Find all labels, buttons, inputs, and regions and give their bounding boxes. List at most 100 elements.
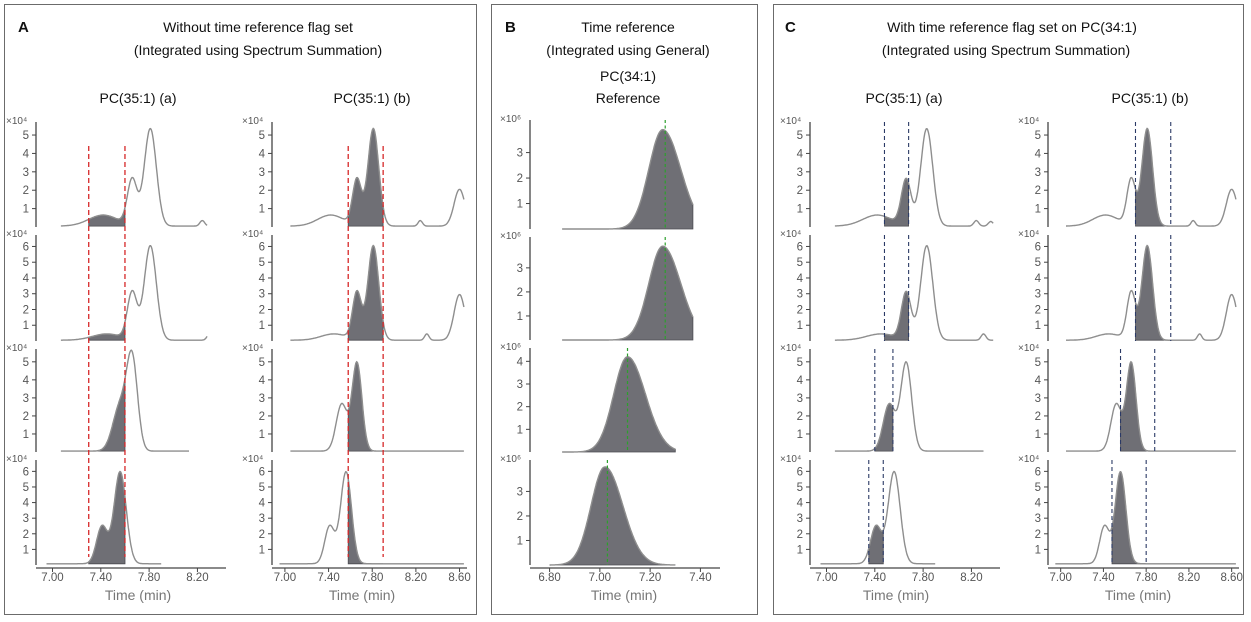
y-tick-label: 6 (1035, 241, 1041, 253)
y-exponent-label: ×10⁴ (6, 343, 27, 354)
y-tick-label: 1 (517, 311, 523, 323)
integrated-area (347, 128, 384, 227)
y-exponent-label: ×10⁶ (500, 231, 521, 242)
panel-a-subtitle: (Integrated using Spectrum Summation) (134, 42, 382, 58)
column-title-c-a: PC(35:1) (a) (865, 90, 942, 106)
y-tick-label: 2 (517, 402, 523, 414)
y-tick-label: 5 (23, 257, 29, 269)
y-tick-label: 1 (797, 204, 803, 216)
chromatogram-trace (1055, 470, 1236, 565)
y-tick-label: 4 (23, 148, 30, 160)
integrated-area (88, 321, 126, 341)
y-tick-label: 1 (1035, 204, 1041, 216)
y-tick-label: 3 (1035, 167, 1041, 179)
y-tick-label: 5 (797, 257, 803, 269)
y-tick-label: 1 (259, 429, 265, 441)
chromatogram-trace (834, 244, 994, 341)
y-tick-label: 4 (259, 148, 266, 160)
y-exponent-label: ×10⁴ (242, 454, 263, 465)
y-tick-label: 1 (23, 320, 29, 332)
y-tick-label: 2 (797, 185, 803, 197)
y-exponent-label: ×10⁶ (500, 342, 521, 353)
y-tick-label: 3 (259, 167, 265, 179)
x-tick-label: 7.20 (639, 572, 661, 584)
x-tick-label: 6.80 (538, 572, 560, 584)
chromatogram-trace (834, 360, 984, 452)
x-axis-label-c-a: Time (min) (863, 587, 929, 603)
x-tick-label: 8.20 (960, 572, 982, 584)
y-tick-label: 4 (23, 375, 30, 387)
chromatogram-a-0-row-1: ×10⁴ 1 2 3 4 5 (6, 116, 208, 227)
y-tick-label: 5 (1035, 257, 1041, 269)
x-tick-label: 8.60 (448, 572, 470, 584)
y-tick-label: 1 (259, 544, 265, 556)
y-exponent-label: ×10⁴ (242, 116, 263, 127)
y-tick-label: 1 (1035, 320, 1041, 332)
chromatogram-plots: ×10⁴12345×10⁴123456×10⁴12345×10⁴1234567.… (6, 114, 1243, 584)
x-tick-label: 7.80 (1135, 572, 1157, 584)
panel-b-frame (491, 4, 758, 615)
integrated-area (884, 290, 909, 341)
y-tick-label: 2 (23, 304, 29, 316)
x-tick-label: 8.20 (405, 572, 427, 584)
y-tick-label: 5 (1035, 130, 1041, 142)
y-exponent-label: ×10⁴ (6, 229, 27, 240)
y-exponent-label: ×10⁴ (780, 343, 801, 354)
panel-b-title: Time reference (581, 19, 675, 35)
panel-a-title: Without time reference flag set (163, 19, 353, 35)
column-title-b: PC(34:1) (600, 68, 656, 84)
x-tick-label: 8.20 (1178, 572, 1200, 584)
y-tick-label: 2 (259, 185, 265, 197)
panel-b-label: B (505, 19, 516, 36)
x-tick-label: 7.00 (41, 572, 63, 584)
y-tick-label: 2 (259, 411, 265, 423)
panel-c-title: With time reference flag set on PC(34:1) (887, 19, 1137, 35)
x-tick-label: 7.00 (815, 572, 837, 584)
y-tick-label: 5 (259, 257, 265, 269)
y-tick-label: 1 (23, 204, 29, 216)
y-tick-label: 2 (23, 411, 29, 423)
y-tick-label: 6 (1035, 466, 1041, 478)
x-tick-label: 7.80 (361, 572, 383, 584)
x-tick-label: 7.40 (90, 572, 112, 584)
chromatogram-trace (549, 466, 676, 566)
y-tick-label: 5 (259, 130, 265, 142)
y-tick-label: 2 (797, 304, 803, 316)
chromatogram-b-2-row-2: ×10⁶ 1 2 3 (500, 231, 694, 341)
panel-a-frame (4, 4, 477, 615)
y-tick-label: 3 (1035, 513, 1041, 525)
y-tick-label: 2 (23, 529, 29, 541)
y-tick-label: 5 (1035, 482, 1041, 494)
chromatogram-trace (60, 245, 208, 341)
y-tick-label: 5 (259, 357, 265, 369)
chromatogram-a-1-row-1: ×10⁴ 1 2 3 4 5 (242, 116, 465, 227)
y-tick-label: 3 (797, 167, 803, 179)
chromatogram-c-3-row-3: ×10⁴ 1 2 3 4 5 (780, 343, 984, 452)
y-tick-label: 3 (1035, 289, 1041, 301)
chromatogram-c-3-row-1: ×10⁴ 1 2 3 4 5 (780, 116, 994, 227)
y-tick-label: 3 (23, 289, 29, 301)
y-tick-label: 2 (797, 411, 803, 423)
panel-b-subtitle: (Integrated using General) (546, 42, 709, 58)
y-tick-label: 2 (1035, 304, 1041, 316)
y-tick-label: 6 (23, 241, 29, 253)
x-tick-label: 7.00 (589, 572, 611, 584)
y-tick-label: 6 (259, 466, 265, 478)
y-exponent-label: ×10⁴ (6, 454, 27, 465)
y-tick-label: 4 (797, 148, 804, 160)
chromatogram-a-0-row-2: ×10⁴ 1 2 3 4 5 6 (6, 229, 208, 341)
y-tick-label: 5 (23, 357, 29, 369)
y-tick-label: 5 (797, 357, 803, 369)
chromatogram-trace (60, 127, 208, 227)
y-tick-label: 4 (517, 356, 524, 368)
y-tick-label: 4 (797, 375, 804, 387)
y-tick-label: 1 (1035, 429, 1041, 441)
y-tick-label: 6 (259, 241, 265, 253)
panel-c-subtitle: (Integrated using Spectrum Summation) (882, 42, 1130, 58)
chromatogram-a-0-row-3: ×10⁴ 1 2 3 4 5 (6, 343, 189, 452)
x-axis-label-a-b: Time (min) (329, 587, 395, 603)
chromatogram-trace (562, 128, 694, 230)
y-tick-label: 4 (23, 273, 30, 285)
y-tick-label: 3 (259, 393, 265, 405)
y-tick-label: 4 (259, 498, 266, 510)
